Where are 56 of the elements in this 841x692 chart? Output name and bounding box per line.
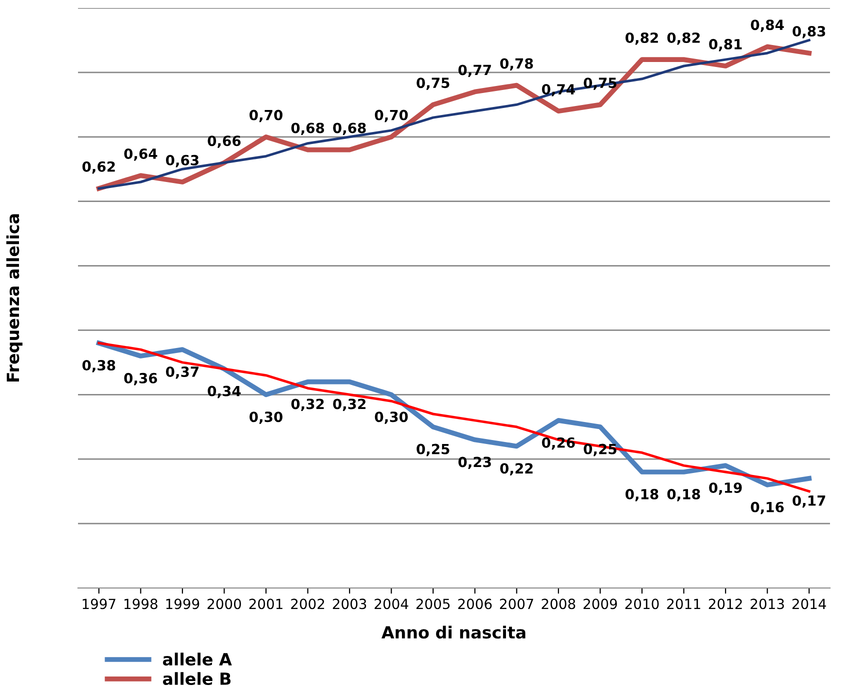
x-tick-label: 2014 xyxy=(792,598,826,610)
x-tick-label: 2003 xyxy=(332,598,366,610)
x-tick-label: 1997 xyxy=(82,598,116,610)
x-tick-label: 2013 xyxy=(750,598,784,610)
data-label: 0,68 xyxy=(333,122,366,135)
data-label: 0,18 xyxy=(667,488,700,502)
data-label: 0,75 xyxy=(416,78,450,90)
data-label: 0,83 xyxy=(792,26,826,38)
data-label: 0,30 xyxy=(374,412,408,424)
data-label: 0,64 xyxy=(124,148,158,161)
data-label: 0,66 xyxy=(208,136,241,148)
data-label: 0,34 xyxy=(208,386,241,398)
data-label: 0,18 xyxy=(626,488,658,502)
data-label: 0,32 xyxy=(291,398,324,411)
data-label: 0,30 xyxy=(250,412,282,424)
data-label: 0,22 xyxy=(500,463,533,476)
data-label: 0,37 xyxy=(166,366,198,379)
data-label: 0,81 xyxy=(709,38,742,52)
x-tick-label: 2010 xyxy=(625,598,659,610)
x-tick-label: 2008 xyxy=(542,598,576,610)
y-axis-title: Frequenza allelica xyxy=(6,214,22,382)
data-label: 0,68 xyxy=(291,122,324,135)
data-label: 0,25 xyxy=(416,444,450,456)
data-label: 0,63 xyxy=(166,154,198,168)
data-label: 0,82 xyxy=(626,32,658,45)
data-label: 0,17 xyxy=(792,495,826,508)
x-tick-label: 2012 xyxy=(708,598,742,610)
x-tick-label: 1999 xyxy=(166,598,200,610)
data-label: 0,16 xyxy=(750,502,784,514)
data-label: 0,19 xyxy=(709,482,742,495)
x-tick-label: 2005 xyxy=(416,598,450,610)
data-label: 0,23 xyxy=(458,456,491,469)
x-tick-label: 2011 xyxy=(667,598,700,610)
data-label: 0,38 xyxy=(82,360,116,372)
data-label: 0,70 xyxy=(250,110,282,122)
x-tick-label: 2009 xyxy=(584,598,617,610)
data-label: 0,26 xyxy=(542,437,575,450)
data-label: 0,70 xyxy=(374,110,408,122)
data-label: 0,82 xyxy=(667,32,700,45)
legend-label: allele A xyxy=(162,652,232,666)
x-tick-label: 2007 xyxy=(500,598,534,610)
x-tick-label: 2006 xyxy=(458,598,492,610)
x-tick-label: 2000 xyxy=(208,598,241,610)
data-label: 0,25 xyxy=(584,444,616,456)
data-label: 0,78 xyxy=(500,58,533,71)
data-label: 0,36 xyxy=(124,372,158,386)
data-label: 0,84 xyxy=(750,20,784,32)
x-tick-label: 2002 xyxy=(291,598,324,610)
x-axis-title: Anno di nascita xyxy=(382,626,526,639)
x-tick-label: 2004 xyxy=(374,598,408,610)
x-tick-label: 1998 xyxy=(124,598,158,610)
data-label: 0,62 xyxy=(82,161,115,174)
data-label: 0,77 xyxy=(458,64,491,77)
data-label: 0,32 xyxy=(333,398,366,411)
x-tick-label: 2001 xyxy=(249,598,282,610)
legend-label: allele B xyxy=(162,672,231,686)
